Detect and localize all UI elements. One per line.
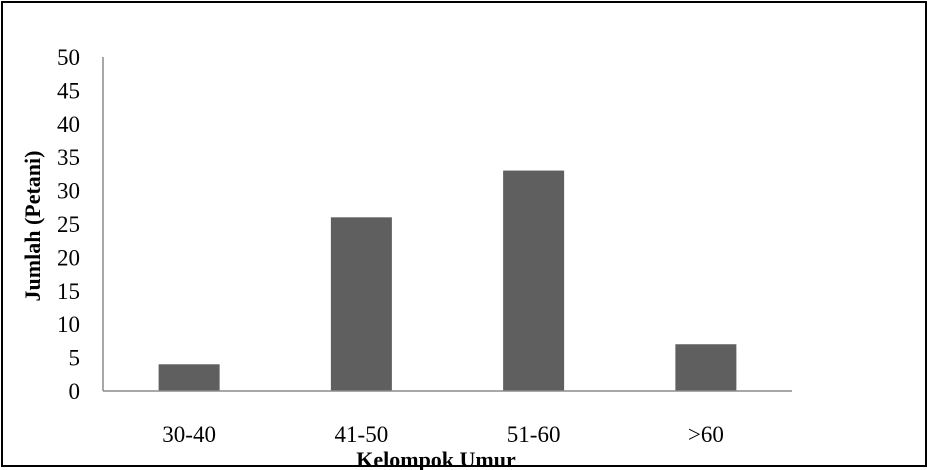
bars — [158, 170, 737, 391]
y-axis-ticks: 0 5 10 15 20 25 30 35 40 45 50 — [57, 45, 80, 404]
y-tick-label: 50 — [57, 45, 80, 70]
y-tick-label: 5 — [69, 346, 81, 371]
y-tick-label: 35 — [57, 145, 80, 170]
y-tick-label: 30 — [57, 179, 80, 204]
bar-2 — [503, 170, 565, 391]
bar-0 — [158, 364, 220, 391]
x-tick-label: >60 — [688, 422, 724, 447]
x-tick-label: 30-40 — [162, 422, 216, 447]
y-tick-label: 25 — [57, 212, 80, 237]
x-tick-label: 51-60 — [507, 422, 561, 447]
y-tick-label: 15 — [57, 279, 80, 304]
x-tick-label: 41-50 — [335, 422, 389, 447]
bar-3 — [675, 344, 737, 391]
y-axis-title: Jumlah (Petani) — [20, 151, 45, 302]
y-tick-label: 0 — [69, 379, 81, 404]
x-axis-title: Kelompok Umur — [356, 447, 516, 470]
x-axis-ticks: 30-40 41-50 51-60 >60 — [162, 422, 724, 447]
y-tick-label: 20 — [57, 245, 80, 270]
bar-1 — [330, 217, 392, 391]
y-tick-label: 10 — [57, 312, 80, 337]
y-tick-label: 45 — [57, 78, 80, 103]
y-tick-label: 40 — [57, 112, 80, 137]
